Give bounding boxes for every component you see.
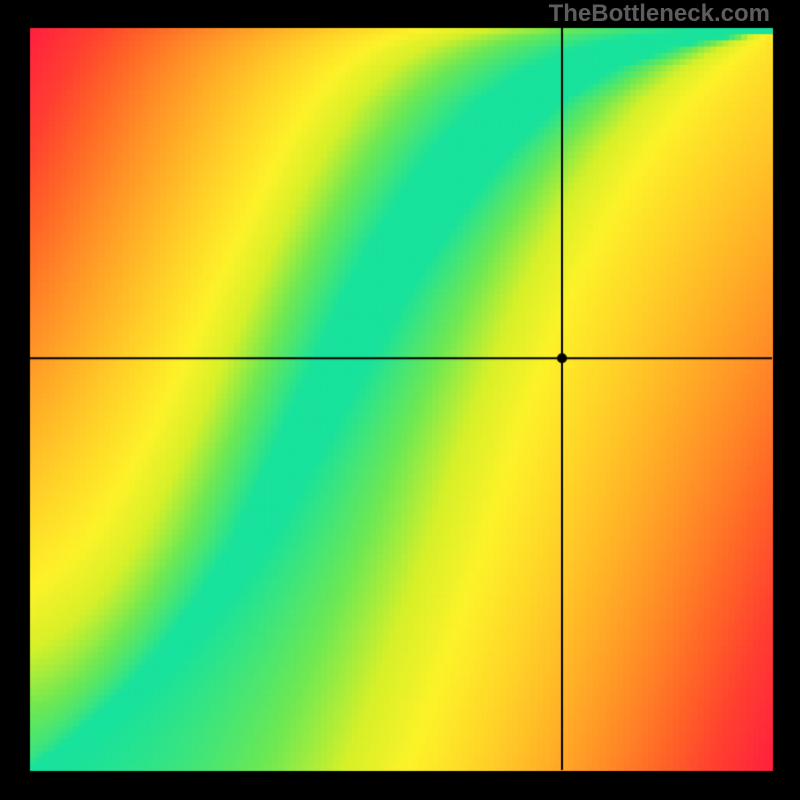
watermark-label: TheBottleneck.com xyxy=(549,0,770,28)
chart-container: TheBottleneck.com xyxy=(0,0,800,800)
bottleneck-heatmap xyxy=(0,0,800,800)
